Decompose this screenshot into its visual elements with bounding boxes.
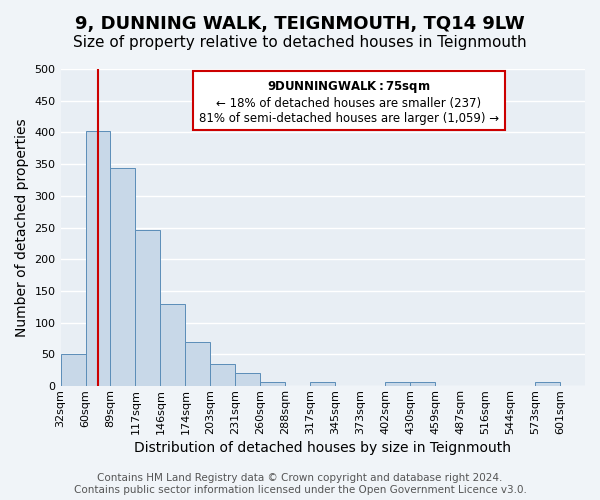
Text: 9, DUNNING WALK, TEIGNMOUTH, TQ14 9LW: 9, DUNNING WALK, TEIGNMOUTH, TQ14 9LW <box>75 15 525 33</box>
X-axis label: Distribution of detached houses by size in Teignmouth: Distribution of detached houses by size … <box>134 441 511 455</box>
Bar <box>61 354 86 386</box>
Text: Size of property relative to detached houses in Teignmouth: Size of property relative to detached ho… <box>73 35 527 50</box>
Bar <box>110 168 136 386</box>
Y-axis label: Number of detached properties: Number of detached properties <box>15 118 29 337</box>
Bar <box>235 374 260 386</box>
Bar <box>385 382 410 386</box>
Bar <box>310 382 335 386</box>
Bar <box>160 304 185 386</box>
Bar <box>86 131 110 386</box>
Bar <box>535 382 560 386</box>
Bar <box>185 342 211 386</box>
Bar <box>260 382 286 386</box>
Text: Contains HM Land Registry data © Crown copyright and database right 2024.
Contai: Contains HM Land Registry data © Crown c… <box>74 474 526 495</box>
Bar <box>410 382 435 386</box>
Bar <box>211 364 235 386</box>
Bar <box>136 230 160 386</box>
Text: $\bf{9 DUNNING WALK: 75sqm}$
← 18% of detached houses are smaller (237)
81% of s: $\bf{9 DUNNING WALK: 75sqm}$ ← 18% of de… <box>199 78 499 124</box>
